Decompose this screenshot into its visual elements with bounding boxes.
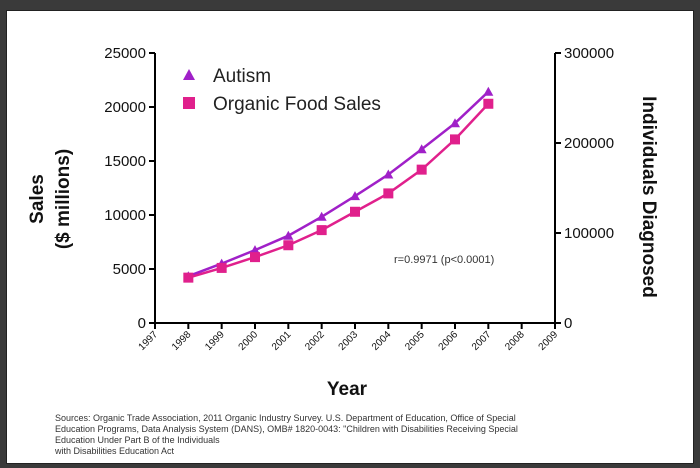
source-note: Sources: Organic Trade Association, 2011… [55,413,655,457]
data-point-square [283,240,294,251]
data-point-square [183,272,194,283]
y-left-tick-label: 5000 [113,261,146,278]
line-chart: 0 5000 10000 15000 20000 25000 0 100000 200000 30… [27,45,659,400]
data-point-square [250,252,260,263]
y-left-tick-label: 10000 [104,207,146,224]
y-left-tick-label: 0 [138,315,146,332]
y-axis-left-label-line1: Sales [27,174,48,224]
x-tick-label: 2005 [403,329,427,353]
data-point-square [416,164,427,175]
y-left-tick-label: 15000 [104,153,146,170]
legend-marker-square [183,97,195,109]
legend-label: Autism [213,66,271,87]
source-line: with Disabilities Education Act [55,446,175,456]
y-left-tick-label: 25000 [104,45,146,62]
x-tick-label: 1998 [170,329,194,353]
source-line: Sources: Organic Trade Association, 2011… [55,413,516,423]
data-point-square [216,262,227,273]
data-point-triangle [416,144,427,154]
correlation-annotation: r=0.9971 (p<0.0001) [394,254,494,266]
data-point-square [383,188,394,199]
data-point-square [316,225,327,236]
data-point-triangle [316,211,327,221]
x-tick-label: 2002 [303,329,327,353]
data-point-triangle [250,245,260,255]
data-point-square [350,206,360,217]
x-tick-label: 2009 [537,329,561,353]
data-point-square [450,134,460,145]
data-point-triangle [483,86,494,96]
data-point-triangle [450,118,460,128]
legend-marker-triangle [183,69,195,80]
y-left-tick-label: 20000 [104,99,146,116]
legend-label: Organic Food Sales [213,94,381,115]
series-line-autism [187,90,490,278]
data-point-square [483,98,494,109]
x-axis-label: Year [327,379,368,400]
x-tick-label: 2008 [503,329,527,353]
x-tick-label: 2004 [370,329,394,353]
x-tick-label: 2001 [270,329,294,353]
series-line-organic-food-sales [187,102,490,279]
x-tick-label: 2000 [237,329,261,353]
chart-frame: 0 5000 10000 15000 20000 25000 0 100000 200000 30… [6,10,694,464]
y-right-tick-label: 0 [564,315,572,332]
data-point-triangle [383,169,394,179]
y-axis-right-label: Individuals Diagnosed [638,96,659,298]
source-line: Education Programs, Data Analysis System… [55,424,518,434]
x-tick-label: 1999 [203,329,227,353]
x-tick-label: 2007 [470,329,494,353]
x-tick-label: 2003 [337,329,361,353]
x-tick-label: 1997 [137,329,161,353]
y-right-tick-label: 100000 [564,225,614,242]
y-right-tick-label: 300000 [564,45,614,62]
data-point-triangle [350,191,360,201]
source-line: Education Under Part B of the Individual… [55,435,220,445]
x-tick-label: 2006 [437,329,461,353]
data-point-triangle [283,230,294,240]
y-right-tick-label: 200000 [564,135,614,152]
y-axis-left-label-line2: ($ millions) [53,149,74,249]
